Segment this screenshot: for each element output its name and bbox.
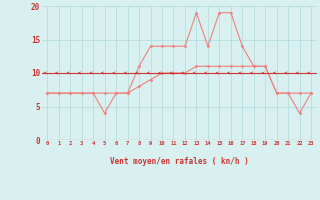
- X-axis label: Vent moyen/en rafales ( kn/h ): Vent moyen/en rafales ( kn/h ): [110, 157, 249, 166]
